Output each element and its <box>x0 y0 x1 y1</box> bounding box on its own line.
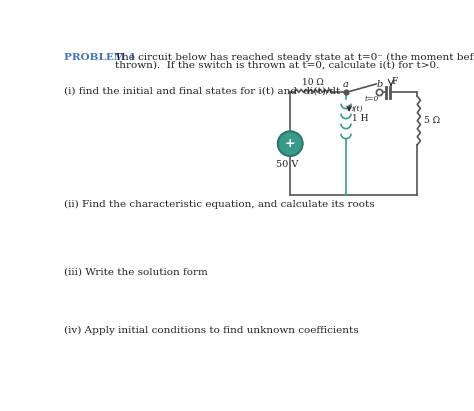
Text: (iii) Write the solution form: (iii) Write the solution form <box>64 267 208 276</box>
Circle shape <box>278 132 302 156</box>
Text: 10 Ω: 10 Ω <box>302 78 324 87</box>
Text: i(t): i(t) <box>351 105 363 113</box>
Text: 5 Ω: 5 Ω <box>423 116 439 125</box>
Text: t=0: t=0 <box>364 95 379 103</box>
Text: +: + <box>285 137 295 150</box>
Text: (ii) Find the characteristic equation, and calculate its roots: (ii) Find the characteristic equation, a… <box>64 200 374 209</box>
Text: PROBLEM 1: PROBLEM 1 <box>64 53 136 62</box>
Text: (i) find the initial and final states for i(t) and  di(t)/dt: (i) find the initial and final states fo… <box>64 86 340 95</box>
Text: 50 V: 50 V <box>276 160 298 169</box>
Text: a: a <box>342 80 348 89</box>
Text: b: b <box>377 80 383 89</box>
Text: The circuit below has reached steady state at t=0⁻ (the moment before the switch: The circuit below has reached steady sta… <box>115 53 474 62</box>
Text: F: F <box>392 77 398 86</box>
Text: (iv) Apply initial conditions to find unknown coefficients: (iv) Apply initial conditions to find un… <box>64 326 358 335</box>
Text: 1 H: 1 H <box>352 114 369 123</box>
Text: thrown).  If the switch is thrown at t=0, calculate i(t) for t>0.: thrown). If the switch is thrown at t=0,… <box>115 61 439 70</box>
